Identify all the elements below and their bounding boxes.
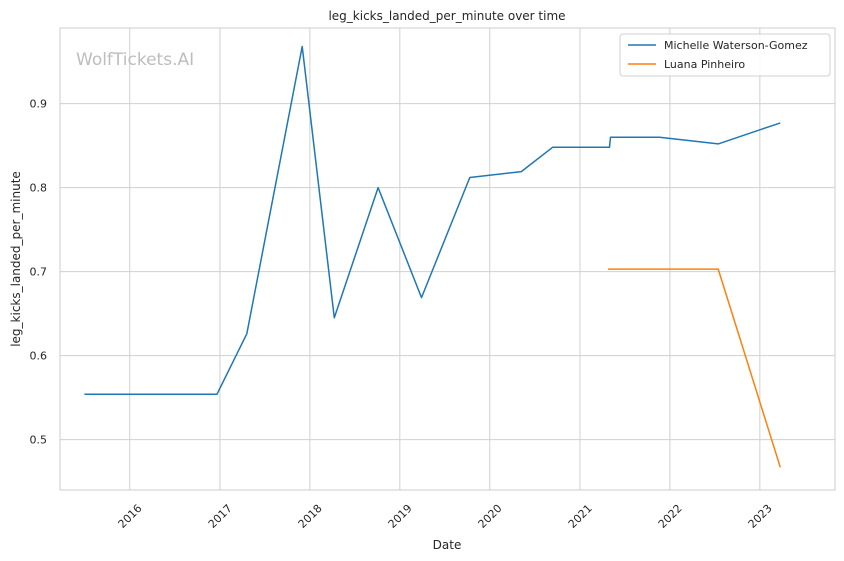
x-axis-ticks: 2016 2017 2018 2019 2020 2021 2022 2023	[116, 502, 775, 531]
x-tick-label: 2018	[296, 502, 325, 531]
x-tick-label: 2019	[386, 502, 415, 531]
y-axis-label: leg_kicks_landed_per_minute	[9, 171, 23, 347]
x-tick-label: 2021	[566, 502, 595, 531]
y-tick-label: 0.5	[30, 434, 48, 447]
y-tick-label: 0.9	[30, 98, 48, 111]
x-axis-label: Date	[433, 538, 462, 552]
series-line-0	[84, 45, 781, 395]
legend-label-michelle: Michelle Waterson-Gomez	[664, 39, 808, 52]
watermark-text: WolfTickets.AI	[76, 50, 194, 70]
y-tick-label: 0.7	[30, 266, 48, 279]
legend-label-luana: Luana Pinheiro	[664, 58, 745, 71]
y-axis-ticks: 0.5 0.6 0.7 0.8 0.9	[30, 98, 48, 447]
y-tick-label: 0.8	[30, 182, 48, 195]
plot-area	[59, 27, 836, 491]
x-tick-label: 2022	[656, 502, 685, 531]
x-tick-label: 2020	[476, 502, 505, 531]
y-tick-label: 0.6	[30, 350, 48, 363]
legend: Michelle Waterson-Gomez Luana Pinheiro	[619, 33, 831, 77]
x-tick-label: 2017	[206, 502, 235, 531]
chart-title: leg_kicks_landed_per_minute over time	[328, 9, 565, 23]
series-lines	[84, 45, 782, 468]
x-tick-label: 2023	[746, 502, 775, 531]
series-line-1	[608, 268, 782, 468]
x-tick-label: 2016	[116, 502, 145, 531]
grid-lines	[60, 28, 835, 490]
legend-box	[619, 33, 831, 77]
